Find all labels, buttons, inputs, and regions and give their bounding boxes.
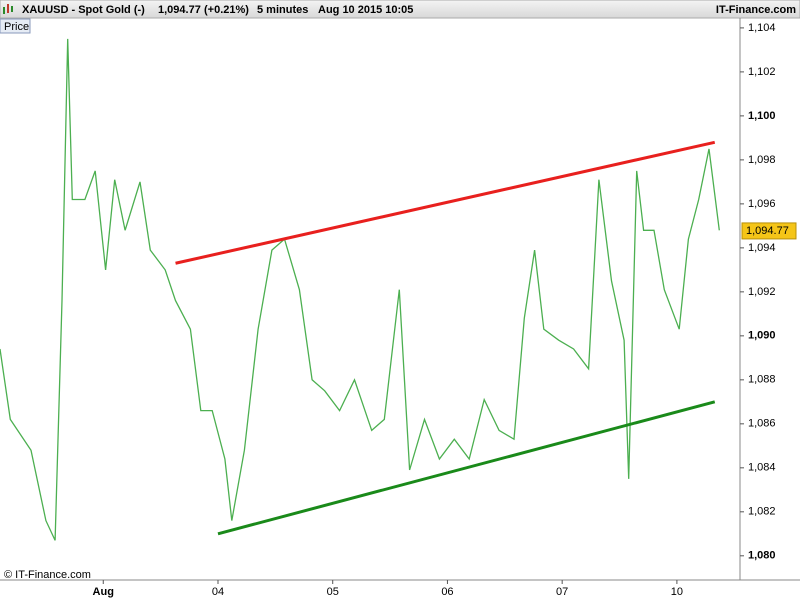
y-tick-label: 1,092: [748, 286, 776, 298]
y-tick-label: 1,104: [748, 22, 776, 34]
y-tick-label: 1,080: [748, 550, 776, 562]
last-price-label: 1,094.77: [746, 225, 789, 237]
y-tick-label: 1,098: [748, 154, 776, 166]
last-price-box: [741, 222, 797, 240]
price-line: [0, 38, 720, 541]
trend-line: [175, 140, 716, 265]
x-tick-label: 10: [671, 586, 683, 598]
panel-label-box: [0, 18, 31, 34]
interval: 5 minutes: [257, 4, 308, 16]
y-tick-label: 1,088: [748, 374, 776, 386]
brand: IT-Finance.com: [716, 4, 796, 16]
y-tick-label: 1,100: [748, 110, 776, 122]
y-tick-label: 1,090: [748, 330, 776, 342]
x-tick-label: 06: [441, 586, 453, 598]
copyright: © IT-Finance.com: [4, 569, 91, 581]
panel-label: Price: [4, 21, 29, 33]
header-price: 1,094.77: [158, 4, 201, 16]
y-tick-label: 1,084: [748, 462, 776, 474]
symbol: XAUUSD - Spot Gold (-): [22, 4, 145, 16]
datetime: Aug 10 2015 10:05: [318, 4, 413, 16]
header-bar: [0, 0, 800, 19]
y-tick-label: 1,082: [748, 506, 776, 518]
y-tick-label: 1,102: [748, 66, 776, 78]
x-tick-label: Aug: [93, 586, 114, 598]
x-tick-label: 07: [556, 586, 568, 598]
y-tick-label: 1,094: [748, 242, 776, 254]
x-tick-label: 04: [212, 586, 224, 598]
y-tick-label: 1,086: [748, 418, 776, 430]
y-tick-label: 1,096: [748, 198, 776, 210]
header-change: (+0.21%): [204, 4, 249, 16]
trend-line: [217, 400, 716, 536]
x-tick-label: 05: [327, 586, 339, 598]
logo: [3, 4, 13, 14]
